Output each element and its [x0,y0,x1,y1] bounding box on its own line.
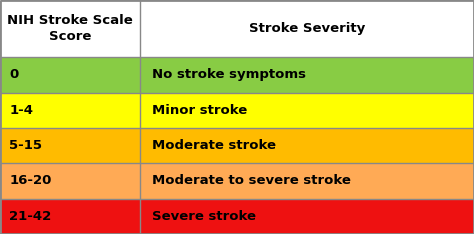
Bar [0,0,474,57]
Bar [0,57,474,93]
Text: Severe stroke: Severe stroke [152,210,255,223]
Bar [0,93,474,128]
Text: 21-42: 21-42 [9,210,52,223]
Text: No stroke symptoms: No stroke symptoms [152,69,306,81]
Text: 5-15: 5-15 [9,139,43,152]
Bar [0,199,474,234]
Text: NIH Stroke Scale
Score: NIH Stroke Scale Score [7,14,133,43]
Text: 0: 0 [9,69,19,81]
Bar [0,163,474,199]
Bar [0,128,474,163]
Text: Moderate to severe stroke: Moderate to severe stroke [152,175,351,187]
Text: 16-20: 16-20 [9,175,52,187]
Text: 1-4: 1-4 [9,104,34,117]
Text: Stroke Severity: Stroke Severity [249,22,365,35]
Text: Moderate stroke: Moderate stroke [152,139,276,152]
Text: Minor stroke: Minor stroke [152,104,247,117]
